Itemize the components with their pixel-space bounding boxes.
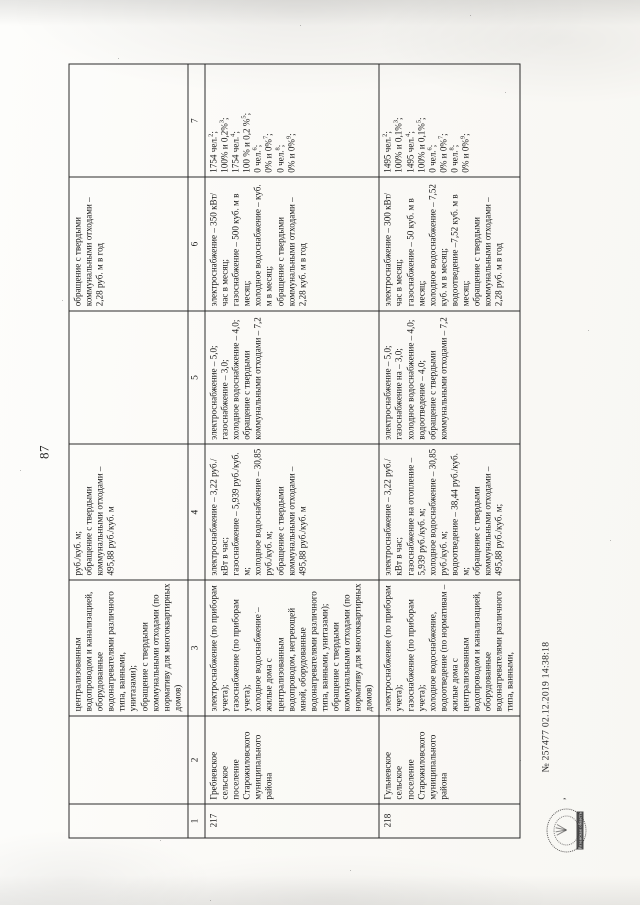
row-number-cell [68,804,188,838]
population-statistics-cell: 1754 чел.2; 100% и 0,2%3; 1754 чел.4; 100 %… [204,64,379,178]
row-number-cell: 217 [204,804,379,838]
rotated-page-canvas: 87 централизованным водопроводом и канал… [34,30,606,875]
registration-stamp-area: Рязанская область ʼ № 257477 02.12.2019 … [532,499,596,859]
registration-number-value: № 257477 [540,729,551,773]
utility-services-cell: электроснабжение (по приборам учета); газ… [378,580,520,716]
column-number-cell: 1 [187,804,205,838]
utility-services-cell: централизованным водопроводом и канализа… [68,580,188,716]
table-row: 218 Гульневское сельское поселение Старожило… [378,64,520,838]
volume-norms-cell: электроснабжение – 350 кВт/час в месяц; г… [204,177,379,311]
settlement-name-cell: Гульневское сельское поселение Старожиловск… [378,715,520,805]
settlement-name-cell [68,715,188,805]
column-number-cell: 4 [187,444,205,581]
scan-speck [78,690,79,691]
scan-speck [160,840,161,841]
page-number: 87 [36,445,51,459]
table-row: 217 Гребневское сельское поселение Старожило… [204,64,379,838]
utility-services-cell: электроснабжение (по приборам учета); газ… [204,580,379,716]
volume-norms-cell: обращение с твердыми коммунальными отход… [68,177,188,311]
scan-speck [520,760,521,761]
column-number-cell: 7 [187,64,205,178]
consumption-norms-cell: электроснабжение – 5,0; газоснабжение на … [378,310,520,445]
scan-speck [350,870,351,871]
scan-speck [62,300,63,301]
tariffs-cell: руб./куб. м; обращение с твердыми коммуна… [68,444,188,581]
population-statistics-cell: 1495 чел.2; 100% и 0,1%3; 1495 чел.4; 100% … [378,64,520,178]
scan-speck [610,540,611,541]
scan-speck [505,92,506,93]
consumption-norms-cell [68,310,188,445]
column-number-cell: 6 [187,177,205,311]
scan-speck [588,330,589,331]
round-stamp-icon: Рязанская область [546,808,586,853]
tariffs-cell: электроснабжение – 3,22 руб./кВт в час; г… [204,444,379,581]
ink-mark: ʼ [562,797,573,801]
scan-speck [430,705,431,706]
population-statistics-cell [68,64,188,178]
row-number-cell: 218 [378,804,520,838]
column-number-cell: 3 [187,580,205,716]
column-number-cell: 5 [187,310,205,445]
scan-speck [470,15,471,16]
scan-speck [300,25,301,26]
column-number-cell: 2 [187,715,205,805]
registration-datetime-value: 02.12.2019 14:38:18 [540,641,551,728]
volume-norms-cell: электроснабжение – 300 кВт/час в месяц; г… [378,177,520,311]
stamp-caption: Рязанская область [577,811,582,850]
scan-speck [255,612,256,613]
table-row: централизованным водопроводом и канализа… [68,64,188,838]
scan-speck [118,58,119,59]
utility-standards-table: централизованным водопроводом и канализа… [68,64,520,839]
scan-speck [210,900,211,901]
scan-speck [20,470,21,471]
tariffs-cell: электроснабжение – 3,22 руб./кВт в час; г… [378,444,520,581]
settlement-name-cell: Гребневское сельское поселение Старожиловск… [204,715,379,805]
consumption-norms-cell: электроснабжение – 5,0; газоснабжение – 3… [204,310,379,445]
registration-number: № 257477 02.12.2019 14:38:18 [540,642,551,773]
